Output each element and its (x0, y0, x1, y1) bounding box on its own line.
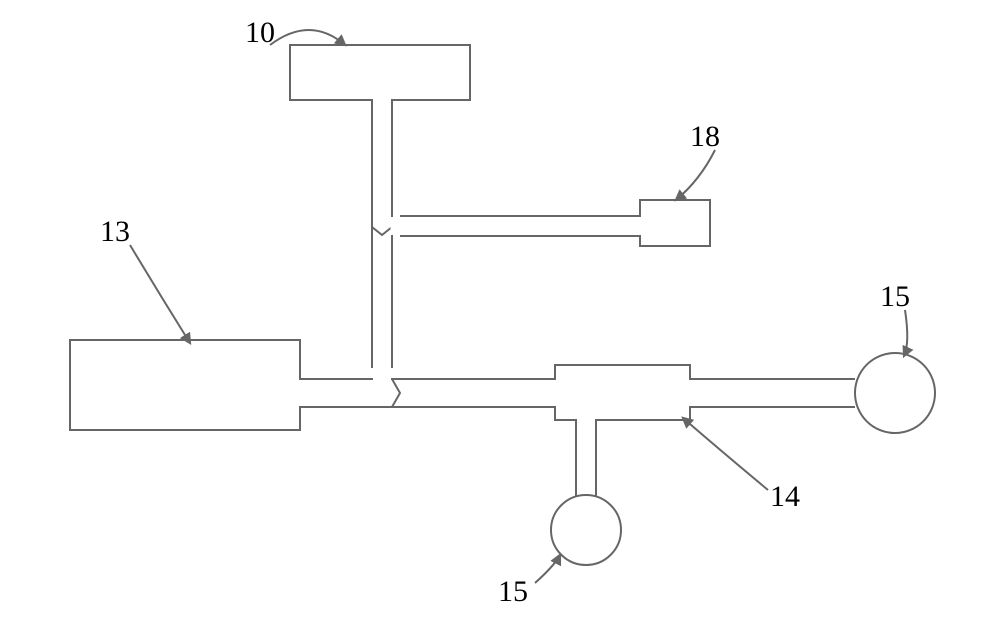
node-box14 (555, 365, 690, 420)
node-box18 (640, 200, 710, 246)
label-l14: 14 (770, 480, 800, 514)
label-l15a: 15 (880, 280, 910, 314)
label-l15b: 15 (498, 575, 528, 609)
node-box10 (290, 45, 470, 100)
label-l13: 13 (100, 215, 130, 249)
leader-ld14 (683, 418, 768, 490)
node-circ15r (855, 353, 935, 433)
leader-ld18 (676, 150, 715, 200)
node-circ15b (551, 495, 621, 565)
leader-ld13 (130, 245, 190, 343)
label-l10: 10 (245, 16, 275, 50)
leader-ld15a (904, 310, 907, 356)
label-l18: 18 (690, 120, 720, 154)
leader-ld15b (535, 555, 560, 583)
leader-ld10 (270, 30, 345, 45)
node-box13 (70, 340, 300, 430)
diagram-canvas (0, 0, 1000, 618)
